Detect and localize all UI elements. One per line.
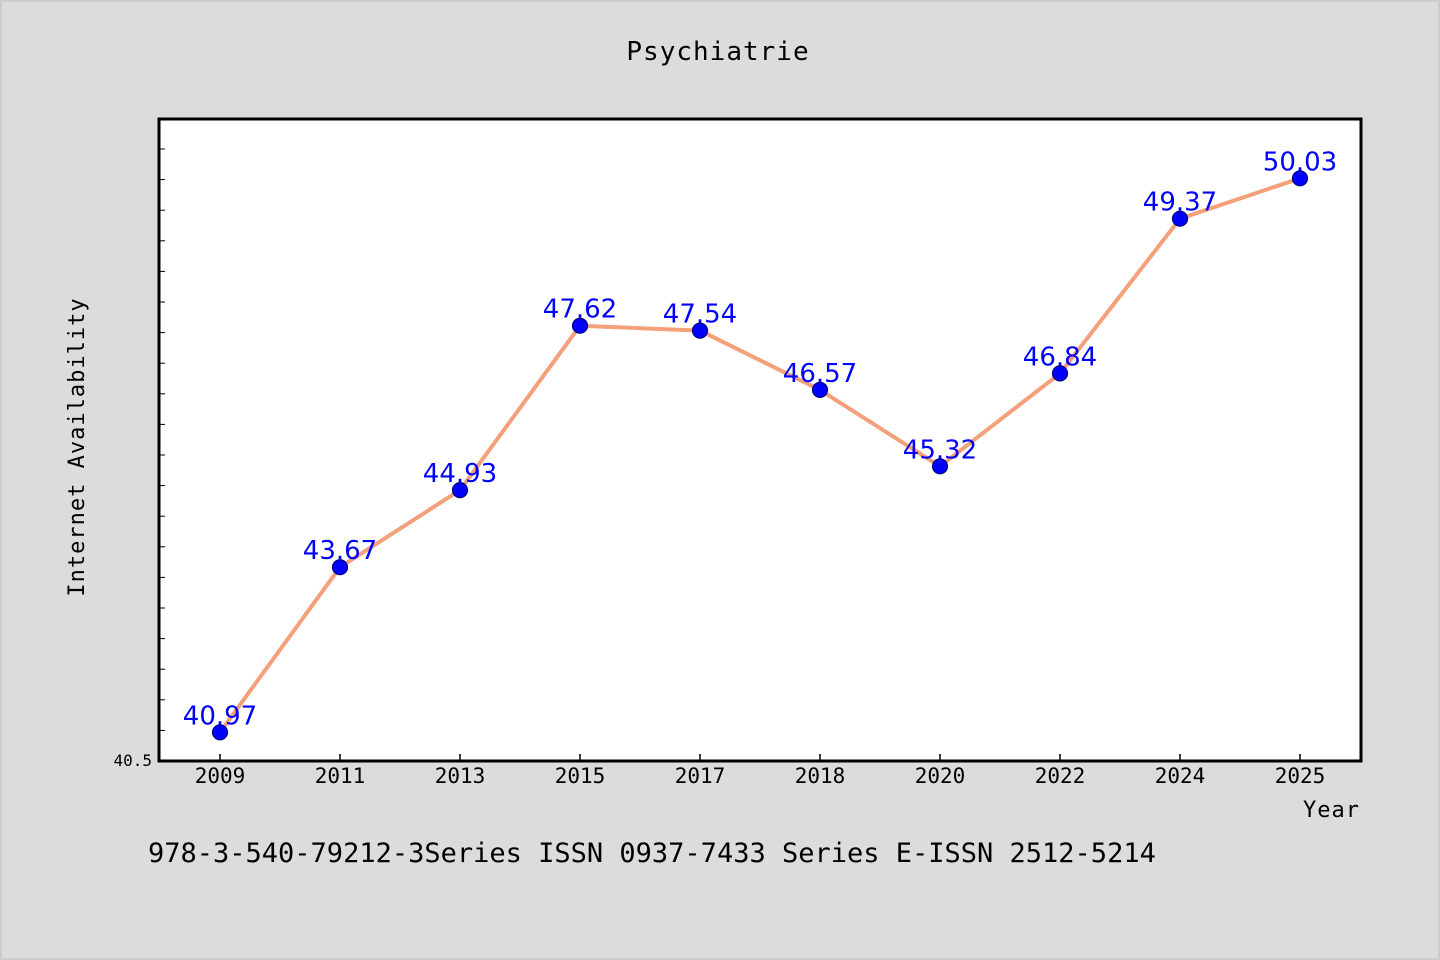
data-point [1291, 170, 1309, 187]
data-label: 50.03 [1263, 147, 1337, 177]
x-tick-label: 2013 [435, 764, 486, 788]
x-tick-label: 2018 [795, 764, 846, 788]
data-label: 47.54 [663, 300, 737, 330]
data-label: 40.97 [183, 701, 257, 731]
x-tick-label: 2025 [1275, 764, 1326, 788]
data-label: 43.67 [303, 536, 377, 566]
data-point [1171, 210, 1189, 227]
data-point [571, 317, 589, 334]
x-axis-label: Year [1303, 798, 1360, 823]
data-point [931, 458, 949, 475]
x-tick-label: 2011 [315, 764, 366, 788]
plot-frame [157, 117, 1363, 763]
data-label: 46.57 [783, 359, 857, 389]
data-point [331, 559, 349, 576]
x-tick-label: 2024 [1155, 764, 1206, 788]
data-points [211, 170, 1309, 741]
x-tick-label: 2020 [915, 764, 966, 788]
data-label: 44.93 [423, 459, 497, 489]
data-label: 47.62 [543, 295, 617, 325]
data-point [691, 322, 709, 339]
data-labels: 40.97 43.67 44.93 47.62 47.54 46.57 45.32 46.84… [183, 147, 1337, 731]
y-tick-label-min: 40.5 [113, 751, 152, 770]
data-point [1051, 365, 1069, 382]
x-axis-ticks: 2009 2011 2013 2015 2017 2018 2020 2022 2024 2025 [195, 754, 1326, 788]
x-tick-label: 2017 [675, 764, 726, 788]
data-label: 46.84 [1023, 342, 1097, 372]
data-point [211, 724, 229, 741]
data-point [811, 381, 829, 398]
data-label: 49.37 [1143, 188, 1217, 218]
x-tick-label: 2009 [195, 764, 246, 788]
data-label: 45.32 [903, 435, 977, 465]
footer-isbn-text: 978-3-540-79212-3Series ISSN 0937-7433 S… [148, 838, 1156, 869]
y-axis-label: Internet Availability [65, 297, 90, 596]
chart-title: Psychiatrie [626, 37, 809, 67]
series-line [218, 176, 1301, 734]
x-tick-label: 2015 [555, 764, 606, 788]
plot-area [159, 119, 1361, 761]
x-tick-label: 2022 [1035, 764, 1086, 788]
data-point [451, 482, 469, 499]
